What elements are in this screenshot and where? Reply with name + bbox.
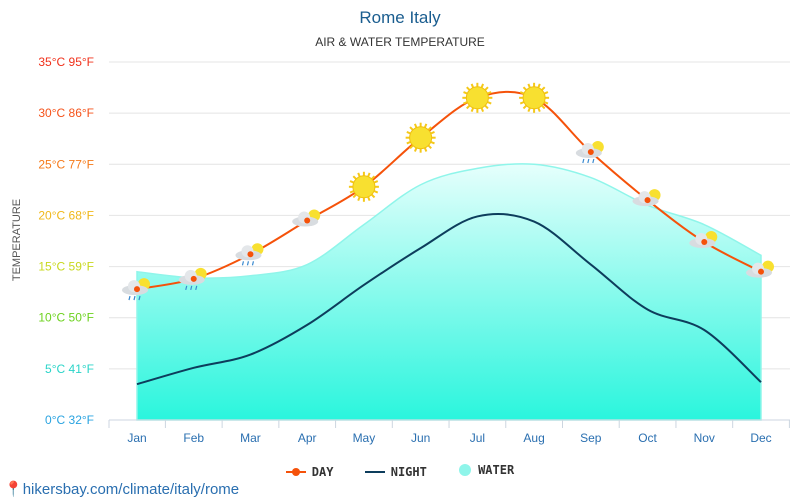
water-area (136, 163, 762, 421)
y-tick-label: 35°C 95°F (38, 55, 94, 69)
raindrop (582, 158, 585, 164)
y-tick-label: 15°C 59°F (38, 260, 94, 274)
x-tick-label: Jul (470, 431, 485, 445)
day-point (644, 197, 651, 204)
y-tick-label: 30°C 86°F (38, 106, 94, 120)
legend: DAY NIGHT WATER (0, 463, 800, 480)
day-point (247, 251, 254, 258)
cloud-sun-icon (632, 189, 661, 207)
legend-day-label: DAY (311, 465, 334, 479)
cloud-sun-icon (292, 209, 321, 227)
location-pin-icon: 📍 (4, 481, 23, 498)
x-tick-label: May (353, 431, 376, 445)
legend-day[interactable]: DAY (285, 465, 334, 479)
cloud-sun-rain-icon (575, 141, 604, 164)
x-tick-label: Sep (580, 431, 602, 445)
raindrop (133, 295, 136, 301)
raindrop (592, 158, 595, 164)
raindrop (195, 285, 198, 290)
sun-icon (462, 82, 493, 113)
x-tick-label: Jan (127, 431, 146, 445)
chart-title: Rome Italy (359, 8, 441, 27)
source-url: hikersbay.com/climate/italy/rome (22, 481, 240, 498)
x-tick-label: Nov (694, 431, 715, 445)
y-tick-label: 20°C 68°F (38, 208, 94, 222)
y-tick-label: 5°C 41°F (45, 362, 94, 376)
raindrop (190, 285, 193, 290)
x-tick-label: Mar (240, 431, 261, 445)
sun-disc (522, 86, 546, 110)
raindrop (251, 261, 255, 266)
sun-icon (348, 171, 379, 202)
chart-subtitle: AIR & WATER TEMPERATURE (315, 35, 485, 49)
raindrop (241, 261, 245, 266)
cloud-sun-rain-icon (235, 243, 264, 266)
legend-water[interactable]: WATER (458, 463, 514, 477)
legend-water-label: WATER (478, 463, 515, 477)
sun-disc (352, 175, 376, 199)
day-point (758, 268, 764, 275)
raindrop (587, 158, 590, 164)
raindrop (185, 285, 188, 290)
sun-disc (465, 86, 489, 110)
day-point (701, 239, 708, 246)
legend-night-label: NIGHT (390, 465, 427, 479)
day-point (587, 149, 594, 156)
source-link[interactable]: 📍hikersbay.com/climate/italy/rome (4, 480, 239, 498)
x-tick-label: Dec (750, 431, 771, 445)
day-point (190, 275, 197, 282)
y-tick-label: 25°C 77°F (38, 157, 94, 171)
cloud-sun-icon (689, 231, 718, 249)
x-tick-label: Aug (523, 431, 544, 445)
night-line (136, 213, 762, 386)
sun-disc (409, 126, 433, 150)
raindrop (138, 295, 141, 301)
y-tick-label: 0°C 32°F (45, 413, 94, 427)
day-point (134, 286, 140, 293)
cloud-sun-rain-icon (122, 278, 150, 301)
day-point (304, 217, 311, 224)
legend-night[interactable]: NIGHT (364, 465, 427, 479)
x-tick-label: Apr (298, 431, 317, 445)
sun-icon (519, 82, 550, 113)
sun-icon (405, 122, 436, 153)
cloud-sun-rain-icon (178, 267, 207, 290)
y-tick-label: 10°C 50°F (38, 311, 94, 325)
raindrop (246, 261, 250, 266)
raindrop (128, 295, 131, 301)
cloud-sun-icon (746, 260, 774, 278)
x-tick-label: Feb (183, 431, 204, 445)
x-tick-label: Jun (411, 431, 430, 445)
x-tick-label: Oct (638, 431, 657, 445)
